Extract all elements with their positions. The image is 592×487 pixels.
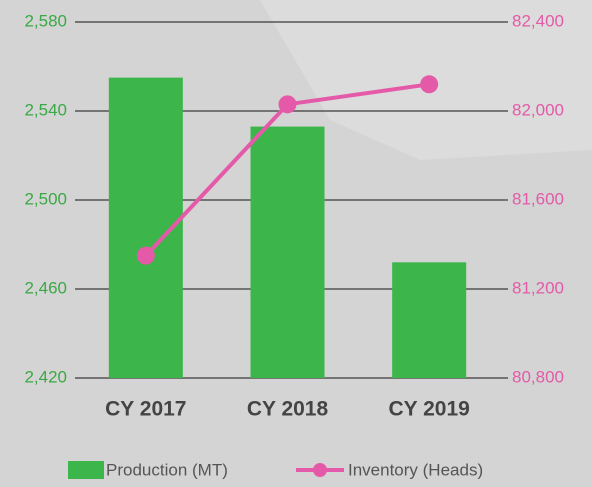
legend-label: Production (MT) xyxy=(106,460,228,479)
y-tick-label: 2,540 xyxy=(24,100,67,119)
legend-label: Inventory (Heads) xyxy=(348,460,483,479)
x-tick-label: CY 2019 xyxy=(388,398,469,421)
y-tick-label: 2,580 xyxy=(24,11,67,30)
line-marker xyxy=(136,246,155,265)
y2-tick-label: 80,800 xyxy=(512,367,564,386)
legend-swatch xyxy=(68,461,104,479)
y2-tick-label: 81,200 xyxy=(512,278,564,297)
line-marker xyxy=(278,95,297,114)
bar xyxy=(250,126,325,378)
line-marker xyxy=(420,75,439,94)
x-tick-label: CY 2017 xyxy=(105,398,186,421)
y2-tick-label: 82,400 xyxy=(512,11,564,30)
x-tick-label: CY 2018 xyxy=(247,398,329,421)
y-tick-label: 2,420 xyxy=(24,367,67,386)
y2-tick-label: 82,000 xyxy=(512,100,564,119)
bar xyxy=(392,262,467,378)
y-tick-label: 2,500 xyxy=(24,189,67,208)
y2-tick-label: 81,600 xyxy=(512,189,564,208)
y-tick-label: 2,460 xyxy=(24,278,67,297)
legend-swatch xyxy=(313,463,327,477)
